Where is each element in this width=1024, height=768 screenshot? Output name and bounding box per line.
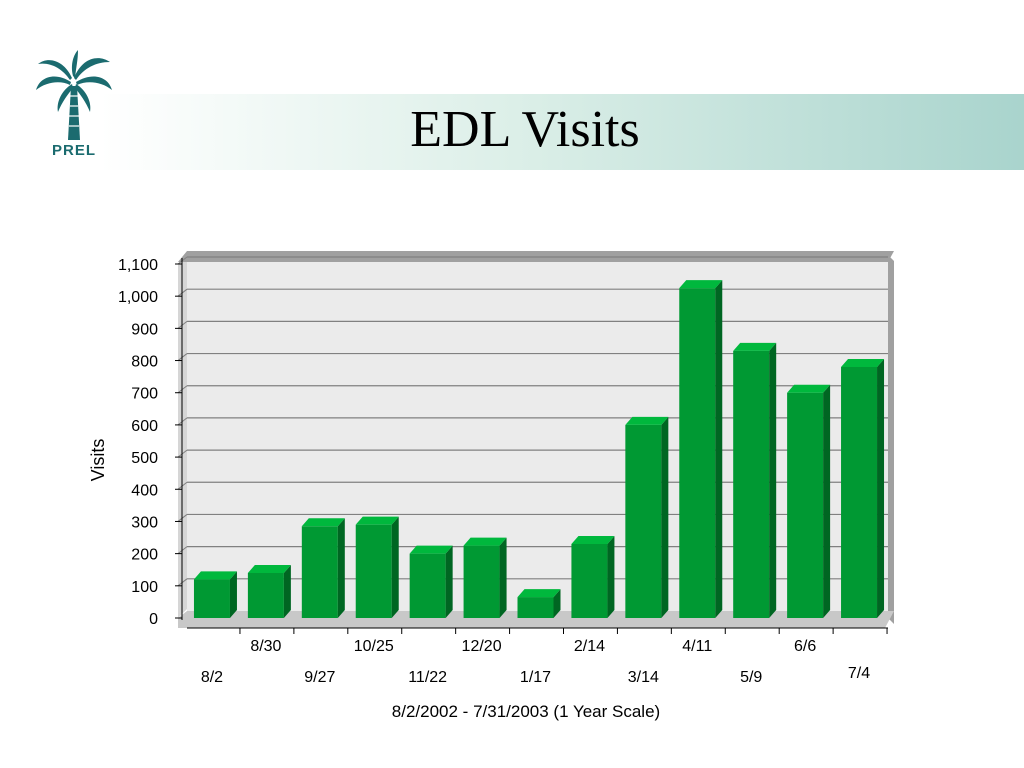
bar-front bbox=[463, 545, 500, 618]
bar-front bbox=[625, 424, 662, 618]
bar-front bbox=[787, 392, 824, 618]
bar-front bbox=[193, 579, 230, 618]
bar-top bbox=[193, 571, 237, 580]
bar bbox=[463, 537, 507, 618]
y-tick-label: 300 bbox=[131, 514, 158, 531]
bar-side bbox=[715, 280, 723, 618]
bar bbox=[517, 589, 561, 618]
y-tick-label: 200 bbox=[131, 547, 158, 564]
x-tick-label: 2/14 bbox=[574, 638, 605, 655]
bar bbox=[787, 384, 831, 618]
y-tick-label: 100 bbox=[131, 579, 158, 596]
y-tick-label: 1,000 bbox=[118, 289, 158, 306]
x-tick-label: 7/4 bbox=[848, 665, 870, 682]
x-tick-label: 12/20 bbox=[462, 638, 502, 655]
bar-top bbox=[679, 280, 723, 289]
bar-front bbox=[409, 553, 446, 618]
bar bbox=[301, 518, 345, 618]
bar-side bbox=[877, 358, 885, 618]
bar-side bbox=[445, 545, 453, 618]
y-tick-label: 800 bbox=[131, 354, 158, 371]
x-tick-label: 1/17 bbox=[520, 669, 551, 686]
bar-top bbox=[841, 358, 885, 367]
y-tick-label: 600 bbox=[131, 418, 158, 435]
bar-front bbox=[679, 288, 716, 618]
bar-front bbox=[571, 543, 608, 618]
x-tick-label: 10/25 bbox=[354, 638, 394, 655]
bar bbox=[409, 545, 453, 618]
bar-side bbox=[607, 535, 615, 618]
y-tick-label: 0 bbox=[149, 611, 158, 628]
plot-back-wall bbox=[187, 255, 888, 618]
bar-side bbox=[499, 537, 507, 618]
x-tick-label: 3/14 bbox=[628, 669, 659, 686]
bar-side bbox=[391, 516, 399, 618]
bar-top bbox=[733, 342, 777, 351]
bar bbox=[733, 342, 777, 618]
y-axis-label: Visits bbox=[88, 439, 108, 482]
bar-top bbox=[787, 384, 831, 393]
y-tick-label: 500 bbox=[131, 450, 158, 467]
bar-front bbox=[733, 350, 770, 618]
bar bbox=[679, 280, 723, 618]
bar-side bbox=[769, 342, 777, 618]
bar-front bbox=[247, 572, 284, 618]
bar-front bbox=[301, 526, 338, 618]
x-tick-label: 5/9 bbox=[740, 669, 762, 686]
x-tick-label: 8/30 bbox=[250, 638, 281, 655]
slide-title: EDL Visits bbox=[410, 101, 640, 158]
bar-side bbox=[553, 589, 561, 618]
bar-top bbox=[247, 564, 291, 573]
x-axis-ticks: 8/2 8/30 9/27 10/25 11/22 12/20 1/17 2/14 3/14 4/… bbox=[187, 627, 888, 686]
bar-top bbox=[409, 545, 453, 554]
bar bbox=[571, 535, 615, 618]
bar bbox=[841, 358, 885, 618]
bar-top bbox=[355, 516, 399, 525]
plot-right-edge bbox=[888, 255, 894, 624]
bar-side bbox=[337, 518, 345, 618]
bar-front bbox=[355, 524, 392, 618]
bar-top bbox=[517, 589, 561, 598]
bar-front bbox=[517, 597, 554, 618]
header-band bbox=[100, 94, 1024, 170]
bar-top bbox=[571, 535, 615, 544]
bar-top bbox=[625, 416, 669, 425]
bar-top bbox=[301, 518, 345, 527]
y-tick-label: 700 bbox=[131, 386, 158, 403]
bar bbox=[355, 516, 399, 618]
x-tick-label: 4/11 bbox=[682, 638, 712, 655]
x-axis-label: 8/2/2002 - 7/31/2003 (1 Year Scale) bbox=[392, 702, 660, 721]
x-tick-label: 11/22 bbox=[408, 669, 447, 686]
bar bbox=[247, 564, 291, 618]
bar-side bbox=[823, 384, 831, 618]
bar bbox=[625, 416, 669, 618]
bar bbox=[193, 571, 237, 618]
x-tick-label: 9/27 bbox=[304, 669, 335, 686]
palm-tree-icon bbox=[36, 50, 112, 140]
bar-side bbox=[661, 416, 669, 618]
y-tick-label: 1,100 bbox=[118, 257, 158, 274]
bar-top bbox=[463, 537, 507, 546]
prel-logo: PREL bbox=[34, 50, 114, 162]
bar-side bbox=[229, 571, 237, 618]
bar-side bbox=[283, 564, 291, 618]
logo-text: PREL bbox=[51, 142, 96, 159]
bars bbox=[193, 280, 885, 618]
bar-front bbox=[841, 366, 878, 618]
x-tick-label: 6/6 bbox=[794, 638, 816, 655]
x-tick-label: 8/2 bbox=[201, 669, 223, 686]
y-axis-ticks: 0 100 200 300 400 500 600 700 800 900 1,000 1,100 bbox=[118, 257, 183, 628]
y-tick-label: 900 bbox=[131, 321, 158, 338]
y-tick-label: 400 bbox=[131, 482, 158, 499]
